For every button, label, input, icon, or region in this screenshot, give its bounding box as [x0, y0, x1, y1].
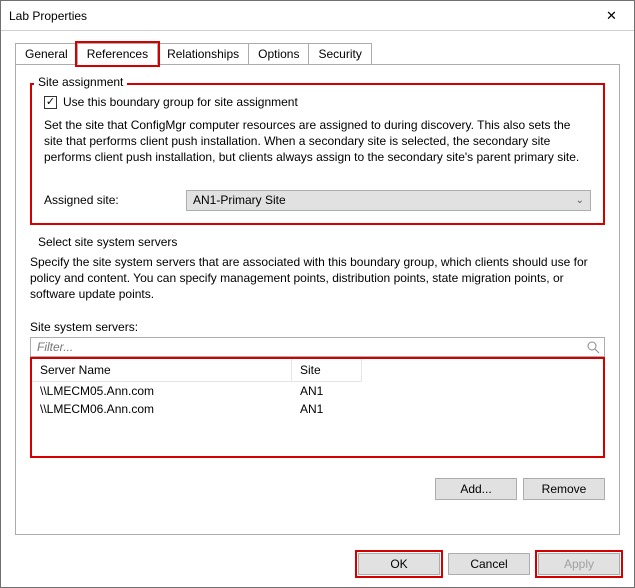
ok-button[interactable]: OK	[358, 553, 440, 575]
site-servers-description: Specify the site system servers that are…	[30, 254, 605, 303]
table-row[interactable]: \\LMECM05.Ann.com AN1	[32, 382, 603, 400]
tab-label: General	[25, 47, 68, 61]
titlebar: Lab Properties ✕	[1, 1, 634, 31]
checkmark-icon: ✓	[46, 97, 55, 108]
site-assignment-description: Set the site that ConfigMgr computer res…	[44, 117, 591, 166]
cancel-button[interactable]: Cancel	[448, 553, 530, 575]
filter-row	[30, 337, 605, 357]
remove-button[interactable]: Remove	[523, 478, 605, 500]
use-boundary-checkbox-row: ✓ Use this boundary group for site assig…	[44, 95, 591, 109]
tab-general[interactable]: General	[15, 43, 78, 64]
server-buttons-row: Add... Remove	[30, 478, 605, 500]
site-servers-list-label: Site system servers:	[30, 320, 605, 334]
tab-label: Relationships	[167, 47, 239, 61]
content-area: General References Relationships Options…	[1, 31, 634, 545]
table-row[interactable]: \\LMECM06.Ann.com AN1	[32, 400, 603, 418]
chevron-down-icon: ⌄	[576, 195, 584, 206]
close-icon: ✕	[606, 8, 617, 24]
tab-security[interactable]: Security	[308, 43, 371, 64]
cell-server-name: \\LMECM06.Ann.com	[32, 400, 292, 418]
tab-panel-references: Site assignment ✓ Use this boundary grou…	[15, 64, 620, 535]
table-header: Server Name Site	[32, 359, 603, 382]
use-boundary-checkbox[interactable]: ✓	[44, 96, 57, 109]
tab-label: References	[87, 47, 148, 61]
site-assignment-label: Site assignment	[34, 75, 127, 89]
assigned-site-dropdown[interactable]: AN1-Primary Site ⌄	[186, 190, 591, 211]
servers-table: Server Name Site \\LMECM05.Ann.com AN1 \…	[30, 357, 605, 458]
site-servers-group-label: Select site system servers	[34, 235, 181, 249]
tab-references[interactable]: References	[77, 43, 158, 65]
site-assignment-group: Site assignment ✓ Use this boundary grou…	[30, 83, 605, 225]
tab-label: Options	[258, 47, 299, 61]
dialog-footer: OK Cancel Apply	[1, 545, 634, 587]
site-servers-group: Select site system servers Specify the s…	[30, 243, 605, 501]
filter-input[interactable]	[35, 339, 586, 355]
cell-site: AN1	[292, 400, 362, 418]
search-icon[interactable]	[586, 340, 600, 354]
assigned-site-row: Assigned site: AN1-Primary Site ⌄	[44, 190, 591, 211]
apply-button[interactable]: Apply	[538, 553, 620, 575]
cell-server-name: \\LMECM05.Ann.com	[32, 382, 292, 400]
add-button[interactable]: Add...	[435, 478, 517, 500]
table-body: \\LMECM05.Ann.com AN1 \\LMECM06.Ann.com …	[32, 382, 603, 456]
tab-label: Security	[318, 47, 361, 61]
close-button[interactable]: ✕	[589, 1, 634, 30]
tab-relationships[interactable]: Relationships	[157, 43, 249, 64]
cell-site: AN1	[292, 382, 362, 400]
tab-strip: General References Relationships Options…	[15, 43, 620, 64]
use-boundary-checkbox-label: Use this boundary group for site assignm…	[63, 95, 298, 109]
site-assignment-highlight-box: ✓ Use this boundary group for site assig…	[30, 83, 605, 225]
tab-options[interactable]: Options	[248, 43, 309, 64]
col-header-site[interactable]: Site	[292, 359, 362, 382]
window-title: Lab Properties	[9, 9, 87, 23]
dialog-window: Lab Properties ✕ General References Rela…	[0, 0, 635, 588]
col-header-server-name[interactable]: Server Name	[32, 359, 292, 382]
assigned-site-label: Assigned site:	[44, 193, 174, 207]
assigned-site-value: AN1-Primary Site	[193, 193, 286, 207]
